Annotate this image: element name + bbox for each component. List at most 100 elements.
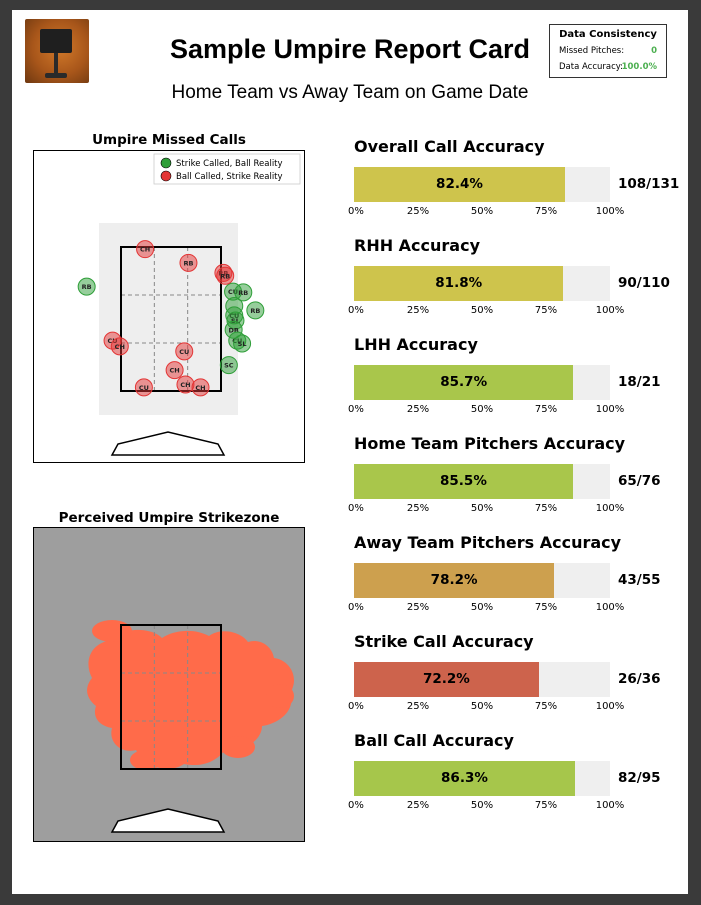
missed-calls-svg: RBCURBRBCUSLDBCUSLSCCHRBRBRBCUCHCUCHCHCH… [77,153,301,456]
bar-count-label: 82/95 [618,770,661,786]
ball-called-point: CH [165,361,184,380]
bar-track: 86.3% [354,761,610,796]
axis-tick-label: 50% [470,701,494,712]
bar-title: Overall Call Accuracy [354,137,545,156]
bar-fill [354,563,555,598]
bar-count-label: 43/55 [618,572,661,588]
axis-tick-label: 0% [348,404,364,415]
bar-percent-label: 81.8% [435,275,483,291]
missed-pitches-row: Missed Pitches: 0 [559,46,657,58]
data-accuracy-value: 100.0% [621,62,657,72]
point-label: RB [183,259,193,267]
point-label: SL [238,340,247,348]
bar-percent-label: 82.4% [436,176,483,192]
axis-tick-label: 75% [534,800,558,811]
axis-tick-label: 100% [595,602,625,613]
bar-title: Strike Call Accuracy [354,632,534,651]
axis-tick-label: 75% [534,305,558,316]
strike-called-point: SL [233,334,252,353]
consistency-title: Data Consistency [559,29,657,40]
bar-track: 72.2% [354,662,610,697]
axis-tick-label: 25% [406,602,430,613]
ball-called-point: CH [136,240,155,259]
data-accuracy-row: Data Accuracy: 100.0% [559,62,657,74]
missed-pitches-label: Missed Pitches: [559,46,625,56]
point-label: CU [139,384,149,392]
strikezone-title: Perceived Umpire Strikezone [58,510,280,526]
point-label: CH [180,381,190,389]
bar-fill [354,365,574,400]
axis-tick-label: 50% [470,800,494,811]
strike-called-point: RB [246,301,265,320]
strike-called-point: RB [234,283,253,302]
zone-blob-bottomleft [130,750,162,770]
bar-fill [354,464,573,499]
logo-icon [25,19,89,83]
page-subtitle: Home Team vs Away Team on Game Date [171,82,529,103]
point-label: RB [82,283,92,291]
point-marker [175,342,194,361]
axis-tick-label: 75% [534,602,558,613]
axis-tick-label: 0% [348,503,364,514]
ball-called-point: CU [134,378,153,397]
axis-tick-label: 25% [406,305,430,316]
legend-strike-label: Strike Called, Ball Reality [176,159,283,169]
bar-track: 81.8% [354,266,610,301]
bar-fill [354,266,564,301]
axis-tick-label: 75% [534,206,558,217]
axis-tick-label: 100% [595,503,625,514]
strike-called-point: RB [77,277,96,296]
missed-calls-title: Umpire Missed Calls [92,132,246,148]
axis-tick-label: 50% [470,206,494,217]
point-marker [134,378,153,397]
legend: Strike Called, Ball Reality Ball Called,… [153,153,301,185]
strikezone-svg [87,620,295,833]
point-label: SL [231,317,240,325]
axis-tick-label: 100% [595,206,625,217]
strike-zone-grid [120,246,222,392]
zone-blob-right [266,684,294,708]
perceived-zone-heat [87,620,295,770]
bar-title: RHH Accuracy [354,236,481,255]
point-label: CU [179,348,189,356]
point-marker [246,301,265,320]
axis-tick-label: 25% [406,404,430,415]
point-label: DB [228,326,238,334]
bar-track: 85.7% [354,365,610,400]
bar-count-label: 108/131 [618,176,680,192]
axis-tick-label: 0% [348,305,364,316]
ball-called-point: RB [179,253,198,272]
bar-title: LHH Accuracy [354,335,478,354]
zone-blob-topleft [92,620,132,642]
plate-area-shade [99,223,238,415]
missed-call-points: RBCURBRBCUSLDBCUSLSCCHRBRBRBCUCHCUCHCHCH… [77,240,265,397]
point-marker [219,356,238,375]
point-marker [233,334,252,353]
bar-percent-label: 86.3% [441,770,488,786]
bar-percent-label: 72.2% [422,671,470,687]
axis-tick-label: 25% [406,206,430,217]
bar-track: 78.2% [354,563,610,598]
strike-called-point: SC [219,356,238,375]
missed-calls-plot: RBCURBRBCUSLDBCUSLSCCHRBRBRBCUCHCUCHCHCH… [33,150,305,463]
bar-title: Home Team Pitchers Accuracy [354,434,626,453]
axis-tick-label: 100% [595,701,625,712]
point-marker [179,253,198,272]
perceived-strike-zone-grid [120,624,222,770]
bar-track: 85.5% [354,464,610,499]
axis-tick-label: 0% [348,800,364,811]
home-plate-icon [110,431,226,456]
axis-tick-label: 0% [348,701,364,712]
data-consistency-box: Data Consistency Missed Pitches: 0 Data … [549,24,667,78]
point-label: RB [238,289,248,297]
ball-called-point: CU [175,342,194,361]
point-label: CH [140,246,150,254]
bar-count-label: 26/36 [618,671,661,687]
strike-zone-box [120,624,222,770]
zone-blob-main [87,629,295,769]
page-title: Sample Umpire Report Card [169,34,531,64]
ball-called-point: CH [110,337,129,356]
ball-called-point: CH [176,375,195,394]
missed-pitches-value: 0 [651,46,657,56]
axis-tick-label: 50% [470,602,494,613]
